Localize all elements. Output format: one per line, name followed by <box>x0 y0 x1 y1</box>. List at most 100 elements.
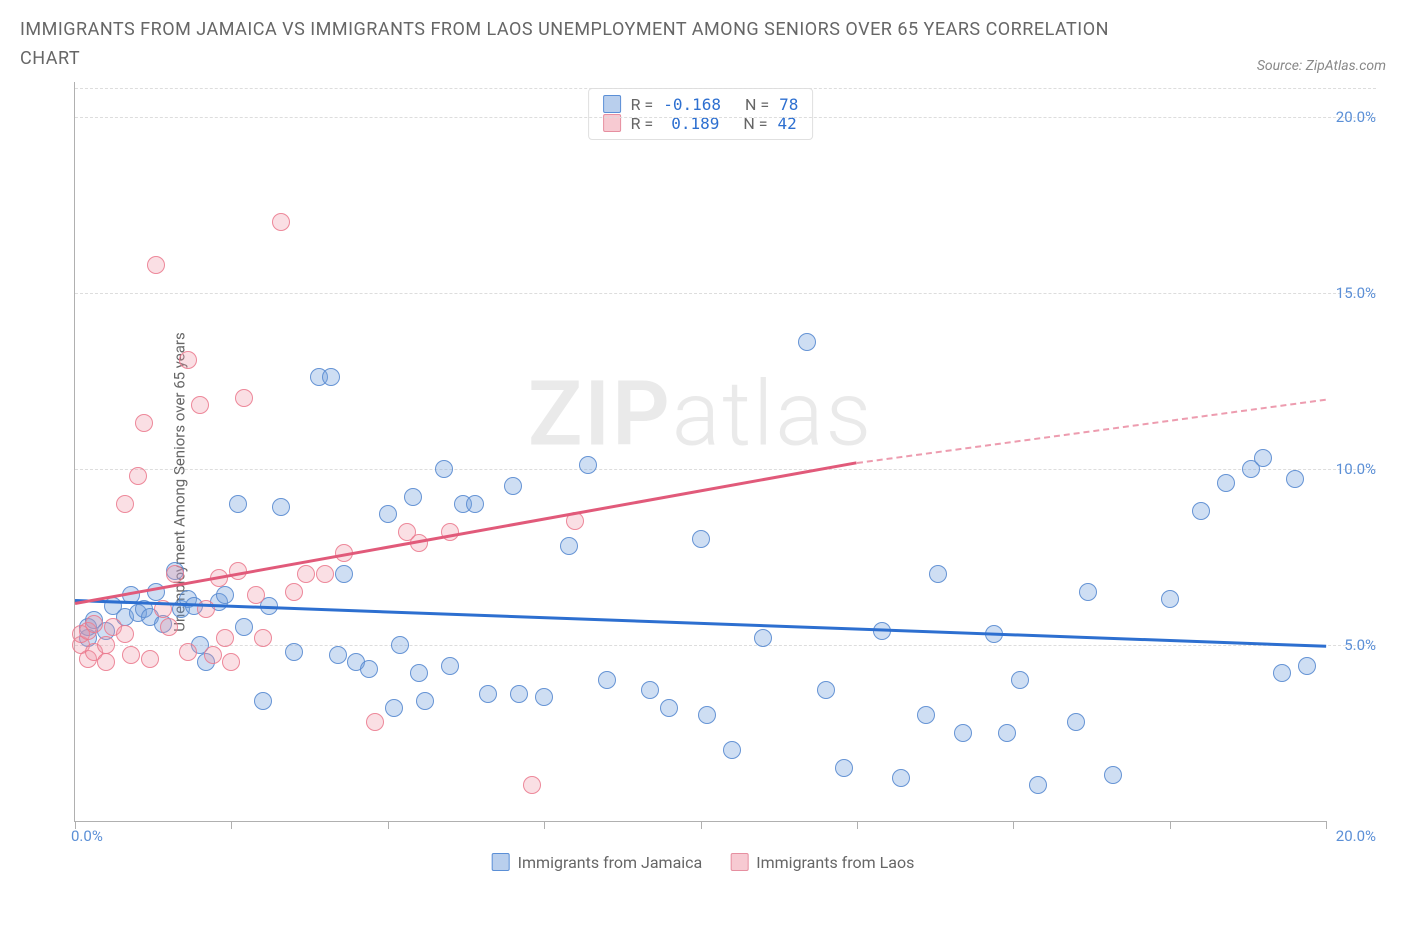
data-point <box>523 776 541 794</box>
data-point <box>254 629 272 647</box>
data-point <box>160 618 178 636</box>
data-point <box>435 460 453 478</box>
data-point <box>660 699 678 717</box>
data-point <box>817 681 835 699</box>
data-point <box>1254 449 1272 467</box>
r-label: R = <box>631 95 654 114</box>
data-point <box>479 685 497 703</box>
data-point <box>1273 664 1291 682</box>
data-point <box>322 368 340 386</box>
data-point <box>191 396 209 414</box>
data-point <box>835 759 853 777</box>
data-point <box>285 583 303 601</box>
x-axis-min-label: 0.0% <box>71 827 103 845</box>
legend-label: Immigrants from Laos <box>756 853 914 872</box>
chart-header: IMMIGRANTS FROM JAMAICA VS IMMIGRANTS FR… <box>20 16 1386 74</box>
data-point <box>85 615 103 633</box>
data-point <box>129 467 147 485</box>
x-tick <box>1326 821 1327 829</box>
data-point <box>360 660 378 678</box>
data-point <box>272 498 290 516</box>
y-tick-label: 20.0% <box>1336 108 1376 126</box>
data-point <box>116 495 134 513</box>
data-point <box>416 692 434 710</box>
data-point <box>366 713 384 731</box>
data-point <box>641 681 659 699</box>
data-point <box>954 724 972 742</box>
data-point <box>385 699 403 717</box>
data-point <box>892 769 910 787</box>
data-point <box>179 643 197 661</box>
data-point <box>135 414 153 432</box>
data-point <box>1067 713 1085 731</box>
data-point <box>466 495 484 513</box>
data-point <box>560 537 578 555</box>
data-point <box>179 351 197 369</box>
x-tick <box>388 821 389 829</box>
data-point <box>297 565 315 583</box>
legend-item-laos: Immigrants from Laos <box>730 853 914 872</box>
x-tick <box>544 821 545 829</box>
data-point <box>379 505 397 523</box>
x-tick <box>857 821 858 829</box>
data-point <box>147 256 165 274</box>
gridline <box>75 469 1376 470</box>
legend: Immigrants from Jamaica Immigrants from … <box>492 853 915 872</box>
data-point <box>1104 766 1122 784</box>
data-point <box>598 671 616 689</box>
data-point <box>1161 590 1179 608</box>
x-tick <box>1013 821 1014 829</box>
data-point <box>204 646 222 664</box>
y-tick-label: 15.0% <box>1336 284 1376 302</box>
gridline <box>75 293 1376 294</box>
data-point <box>998 724 1016 742</box>
data-point <box>216 629 234 647</box>
x-tick <box>231 821 232 829</box>
gridline <box>75 117 1376 118</box>
chart-title: IMMIGRANTS FROM JAMAICA VS IMMIGRANTS FR… <box>20 16 1120 74</box>
x-tick <box>1170 821 1171 829</box>
n-label: N = <box>745 95 769 114</box>
data-point <box>1029 776 1047 794</box>
data-point <box>391 636 409 654</box>
data-point <box>235 389 253 407</box>
data-point <box>166 565 184 583</box>
x-tick <box>701 821 702 829</box>
n-value-a: 78 <box>779 95 798 114</box>
chart-source: Source: ZipAtlas.com <box>1257 58 1386 74</box>
data-point <box>504 477 522 495</box>
data-point <box>272 213 290 231</box>
data-point <box>404 488 422 506</box>
data-point <box>316 565 334 583</box>
y-tick-label: 10.0% <box>1336 460 1376 478</box>
data-point <box>247 586 265 604</box>
data-point <box>335 565 353 583</box>
correlation-stats-box: R = -0.168 N = 78 R = 0.189 N = 42 <box>588 88 814 140</box>
x-axis-max-label: 20.0% <box>1336 827 1376 845</box>
x-tick <box>75 821 76 829</box>
legend-item-jamaica: Immigrants from Jamaica <box>492 853 703 872</box>
data-point <box>692 530 710 548</box>
data-point <box>1079 583 1097 601</box>
stat-row: R = -0.168 N = 78 <box>603 95 799 114</box>
data-point <box>754 629 772 647</box>
data-point <box>929 565 947 583</box>
trend-line <box>75 462 857 605</box>
data-point <box>285 643 303 661</box>
data-point <box>122 646 140 664</box>
data-point <box>254 692 272 710</box>
data-point <box>97 653 115 671</box>
chart-container: Unemployment Among Seniors over 65 years… <box>20 82 1386 882</box>
watermark: ZIPatlas <box>528 362 873 467</box>
data-point <box>579 456 597 474</box>
data-point <box>410 664 428 682</box>
legend-label: Immigrants from Jamaica <box>518 853 703 872</box>
gridline <box>75 88 1376 89</box>
data-point <box>441 523 459 541</box>
data-point <box>1217 474 1235 492</box>
data-point <box>116 625 134 643</box>
data-point <box>798 333 816 351</box>
data-point <box>1192 502 1210 520</box>
data-point <box>441 657 459 675</box>
data-point <box>1298 657 1316 675</box>
